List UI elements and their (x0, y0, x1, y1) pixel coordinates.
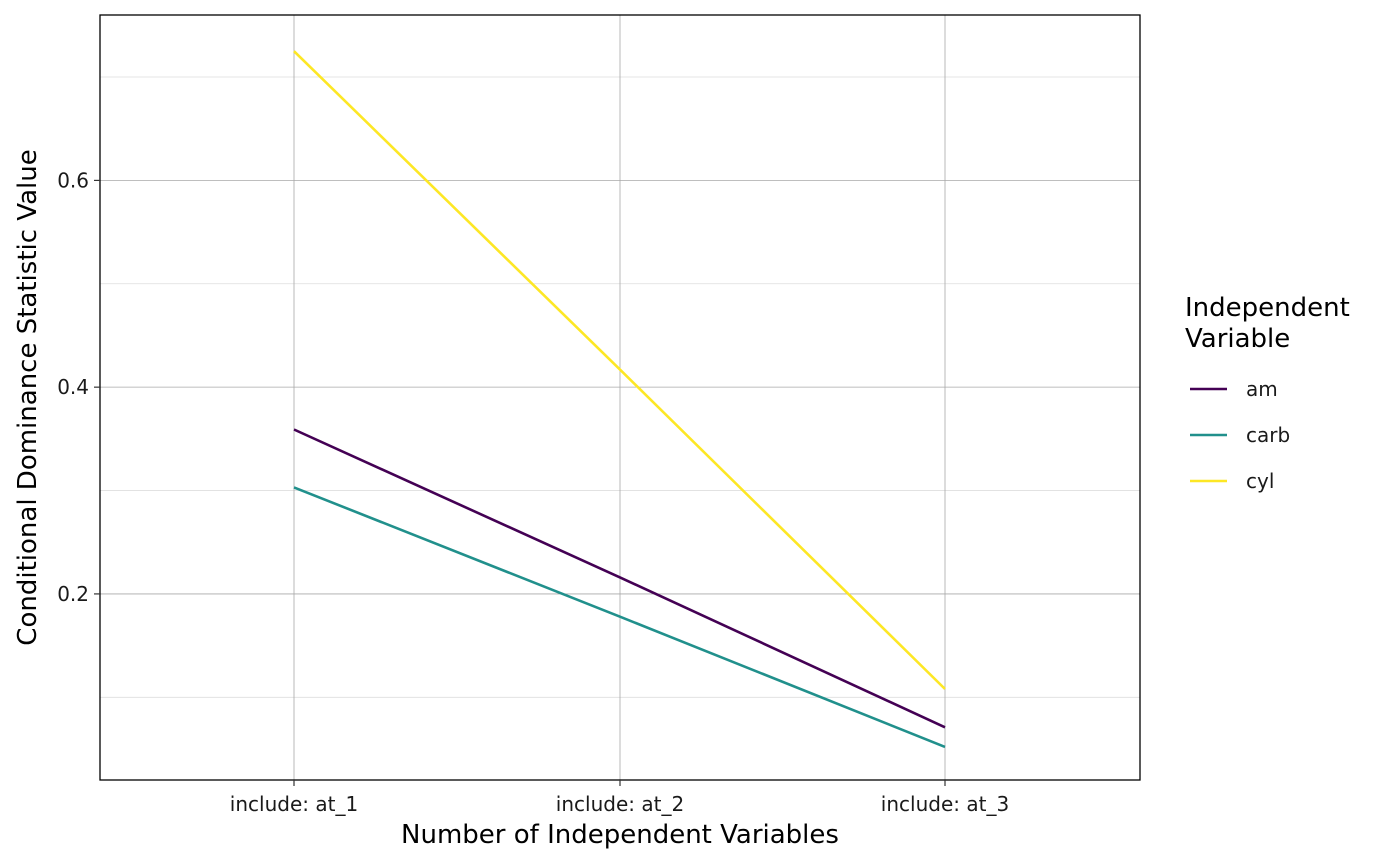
legend-label-am: am (1246, 377, 1278, 401)
legend-label-carb: carb (1246, 423, 1290, 447)
series-line-cyl (293, 50, 946, 690)
y-tick-label: 0.6 (57, 168, 89, 192)
major-gridlines (100, 15, 1140, 780)
legend-items: am carb cyl (1190, 377, 1290, 493)
series-line-am (293, 428, 946, 729)
y-axis-title: Conditional Dominance Statistic Value (13, 149, 43, 645)
legend-title-line-2: Variable (1185, 324, 1290, 354)
legend-label-cyl: cyl (1246, 469, 1274, 493)
series-lines (293, 50, 946, 749)
legend-title-line-1: Independent (1185, 293, 1350, 323)
x-tick-label: include: at_2 (556, 792, 684, 816)
legend: Independent Variable am carb cyl (1185, 293, 1358, 493)
y-axis-ticks: 0.2 0.4 0.6 (57, 168, 100, 606)
x-tick-label: include: at_3 (881, 792, 1009, 816)
legend-title: Independent Variable (1185, 293, 1358, 354)
y-tick-label: 0.4 (57, 375, 89, 399)
x-axis-title: Number of Independent Variables (401, 820, 839, 850)
y-tick-label: 0.2 (57, 582, 89, 606)
x-tick-label: include: at_1 (230, 792, 358, 816)
series-line-carb (293, 486, 946, 749)
x-axis-ticks: include: at_1 include: at_2 include: at_3 (230, 780, 1009, 816)
